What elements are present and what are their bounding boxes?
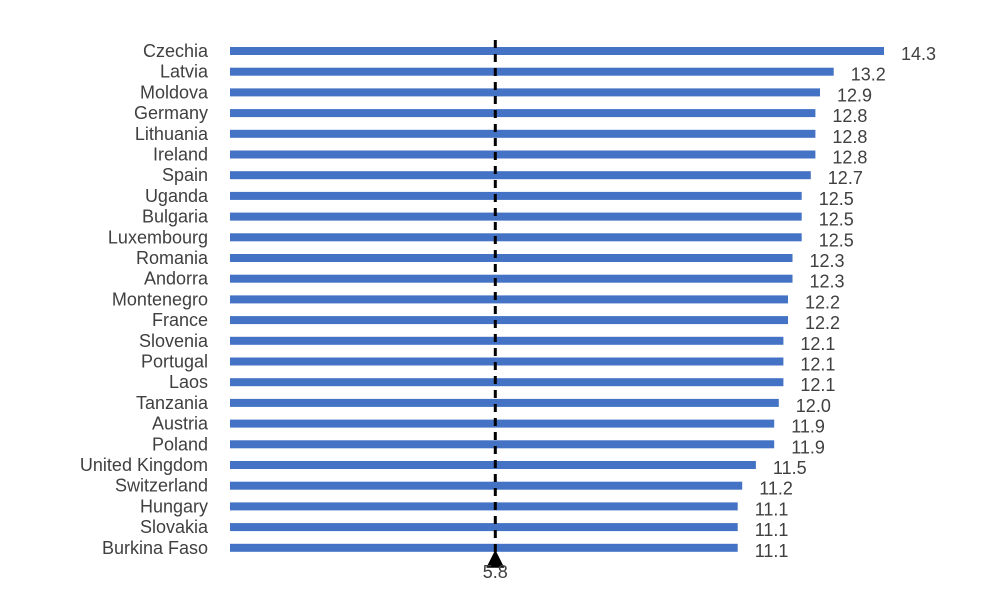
bar: [230, 150, 816, 159]
bar: [230, 129, 816, 138]
category-label: Uganda: [145, 186, 209, 206]
category-label: Montenegro: [112, 289, 208, 309]
value-label: 12.3: [810, 251, 845, 271]
bar: [230, 481, 743, 490]
bar: [230, 440, 775, 449]
value-label: 13.2: [851, 65, 886, 85]
value-label: 12.8: [832, 106, 867, 126]
category-label: Germany: [134, 103, 208, 123]
labels-layer: Czechia 14.3 Latvia 13.2 Moldova 12.9 Germany 1…: [80, 41, 936, 561]
category-label: Moldova: [140, 82, 209, 102]
category-label: Ireland: [153, 145, 208, 165]
category-label: Slovenia: [139, 331, 209, 351]
category-label: Czechia: [143, 41, 209, 61]
value-label: 12.8: [832, 148, 867, 168]
category-label: Laos: [169, 372, 208, 392]
category-label: Tanzania: [136, 393, 209, 413]
value-label: 11.1: [755, 520, 789, 540]
value-label: 11.9: [791, 417, 825, 437]
bar: [230, 254, 793, 262]
value-label: 12.9: [837, 85, 872, 105]
category-label: Luxembourg: [108, 227, 208, 247]
bar: [230, 47, 884, 55]
value-label: 12.3: [810, 272, 845, 292]
bar: [230, 523, 738, 532]
reference-marker: [486, 549, 505, 568]
category-label: Romania: [136, 248, 209, 268]
value-label: 11.1: [755, 499, 789, 519]
reference-label: 5.8: [483, 562, 508, 582]
category-label: Slovakia: [140, 517, 209, 537]
value-label: 11.9: [791, 437, 825, 457]
bar: [230, 212, 802, 221]
category-label: Andorra: [144, 269, 209, 289]
value-label: 12.5: [819, 189, 854, 209]
bar: [230, 233, 802, 242]
category-label: Latvia: [160, 62, 209, 82]
bar: [230, 67, 834, 76]
value-label: 12.7: [828, 168, 863, 188]
value-label: 11.1: [755, 541, 789, 561]
value-label: 14.3: [901, 44, 936, 64]
bar: [230, 171, 811, 180]
bars-layer: [230, 47, 884, 552]
category-label: Spain: [162, 165, 208, 185]
category-label: Austria: [152, 414, 209, 434]
bar: [230, 378, 784, 387]
category-label: Poland: [152, 434, 208, 454]
category-label: Portugal: [141, 352, 208, 372]
bar: [230, 461, 756, 469]
bar: [230, 88, 820, 97]
value-label: 11.5: [773, 458, 807, 478]
value-label: 12.1: [800, 334, 835, 354]
category-label: France: [152, 310, 208, 330]
value-label: 12.1: [800, 375, 835, 395]
bar: [230, 295, 788, 304]
bar: [230, 274, 793, 283]
bar: [230, 109, 816, 118]
category-label: Hungary: [140, 496, 208, 516]
value-label: 12.5: [819, 210, 854, 230]
value-label: 12.8: [832, 127, 867, 147]
category-label: Bulgaria: [142, 207, 209, 227]
bar: [230, 336, 784, 345]
value-label: 12.0: [796, 396, 831, 416]
bar: [230, 398, 779, 407]
bar: [230, 191, 802, 200]
bar: [230, 316, 788, 325]
value-label: 12.5: [819, 230, 854, 250]
category-label: Switzerland: [115, 476, 208, 496]
category-label: Burkina Faso: [102, 538, 208, 558]
bar: [230, 502, 738, 511]
value-label: 12.1: [800, 355, 835, 375]
value-label: 12.2: [805, 292, 840, 312]
reference-layer: 5.8: [483, 40, 508, 582]
bar: [230, 357, 784, 366]
category-label: Lithuania: [135, 124, 209, 144]
value-label: 11.2: [759, 479, 793, 499]
bar: [230, 543, 738, 552]
bar: [230, 419, 775, 428]
category-label: United Kingdom: [80, 455, 208, 475]
value-label: 12.2: [805, 313, 840, 333]
